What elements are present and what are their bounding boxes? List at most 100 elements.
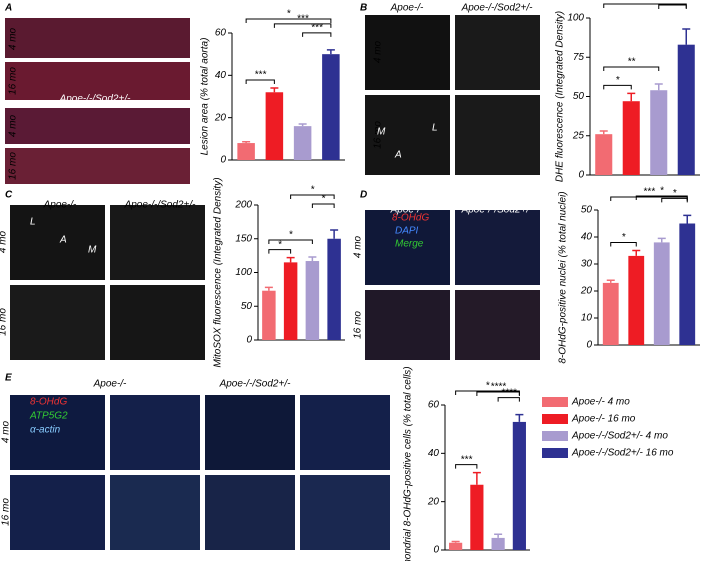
- significance-bracket: [658, 4, 687, 9]
- significance-bracket: [476, 391, 520, 396]
- micrograph: [10, 475, 105, 550]
- legend-swatch: [542, 431, 568, 441]
- bar: [602, 282, 619, 345]
- significance-label: *: [310, 185, 315, 196]
- image-label: Merge: [395, 239, 424, 250]
- y-axis-label: 8-OHdG-positive nuclei (% total nuclei): [558, 191, 569, 363]
- error-bar: [242, 141, 251, 144]
- panel-letter: E: [5, 373, 12, 384]
- error-bar: [627, 92, 636, 102]
- image-label: 16 mo: [1, 498, 12, 526]
- significance-label: ***: [311, 23, 324, 34]
- error-bar: [632, 249, 641, 256]
- error-bar: [599, 130, 608, 135]
- y-tick-label: 40: [581, 232, 593, 243]
- micrograph: [365, 15, 450, 90]
- micrograph: [455, 210, 540, 285]
- image-label: 4 mo: [1, 420, 12, 443]
- bar: [237, 143, 255, 160]
- micrograph: [110, 285, 205, 360]
- significance-label: **: [669, 0, 678, 6]
- error-bar: [654, 83, 663, 91]
- significance-label: **: [627, 57, 636, 68]
- error-bar: [682, 28, 691, 45]
- image-label: Apoe-/-: [390, 3, 424, 14]
- legend-swatch: [542, 448, 568, 458]
- significance-bracket: [245, 79, 275, 85]
- legend-label: Apoe-/- 16 mo: [571, 414, 636, 425]
- image-label: 8-OHdG: [392, 213, 429, 224]
- significance-label: *: [486, 381, 491, 392]
- significance-label: *: [289, 230, 294, 241]
- y-tick-label: 0: [586, 340, 592, 351]
- image-label: 16 mo: [0, 308, 9, 336]
- significance-bracket: [302, 32, 332, 37]
- image-label: Apoe-/-: [43, 200, 77, 211]
- bar: [449, 542, 463, 550]
- significance-bracket: [603, 66, 660, 71]
- bar: [283, 262, 298, 340]
- significance-label: ****: [501, 387, 518, 398]
- bar: [265, 92, 284, 160]
- y-tick-label: 10: [581, 313, 593, 324]
- y-tick-label: 150: [235, 233, 252, 244]
- significance-label: ***: [643, 187, 656, 198]
- y-tick-label: 0: [578, 170, 584, 181]
- image-label: 4 mo: [8, 27, 19, 50]
- image-label: Apoe-/-/Sod2+/-: [124, 200, 197, 211]
- image-label: 16 mo: [8, 67, 19, 95]
- bar: [512, 421, 526, 550]
- y-axis-label: MitoSOX fluorescence (Integrated Density…: [213, 177, 224, 367]
- significance-bracket: [311, 203, 335, 208]
- error-bar: [515, 413, 524, 422]
- micrograph: [110, 205, 205, 280]
- image-label: A: [394, 150, 402, 161]
- significance-bracket: [268, 239, 313, 244]
- significance-bracket: [603, 84, 632, 90]
- image-label: 4 mo: [373, 40, 384, 63]
- micrograph: [5, 148, 190, 184]
- image-label: Apoe-/-/Sod2+/-: [219, 379, 292, 390]
- significance-label: *: [278, 239, 283, 250]
- image-label: 16 mo: [373, 121, 384, 149]
- micrograph: [205, 395, 295, 470]
- micrograph: [365, 95, 450, 175]
- y-tick-label: 60: [428, 400, 440, 411]
- micrograph: [365, 210, 450, 285]
- micrograph: [365, 290, 450, 360]
- significance-label: ***: [460, 454, 473, 465]
- error-bar: [298, 123, 307, 127]
- significance-label: ****: [490, 382, 507, 393]
- bar: [293, 126, 312, 160]
- image-label: 16 mo: [353, 311, 364, 339]
- y-tick-label: 100: [235, 267, 252, 278]
- y-tick-label: 20: [427, 496, 440, 507]
- significance-label: *: [287, 9, 292, 20]
- significance-label: ***: [639, 0, 652, 5]
- significance-label: ***: [254, 70, 267, 81]
- image-label: A: [59, 235, 67, 246]
- micrograph: [5, 108, 190, 144]
- image-label: 8-OHdG: [30, 397, 67, 408]
- image-label: Apoe-/-/Sod2+/-: [461, 205, 534, 216]
- y-tick-label: 100: [567, 13, 584, 24]
- image-label: 4 mo: [0, 230, 9, 253]
- micrograph: [5, 62, 190, 100]
- y-tick-label: 40: [215, 70, 227, 81]
- y-tick-label: 40: [428, 448, 440, 459]
- micrograph: [110, 475, 200, 550]
- error-bar: [264, 286, 273, 291]
- y-tick-label: 50: [573, 91, 585, 102]
- significance-bracket: [610, 242, 637, 247]
- significance-label: *: [660, 186, 665, 197]
- micrograph: [455, 290, 540, 360]
- y-tick-label: 50: [241, 301, 253, 312]
- y-tick-label: 75: [573, 52, 585, 63]
- bar: [327, 238, 341, 340]
- bar: [305, 261, 320, 340]
- bar: [650, 90, 668, 175]
- micrograph: [300, 395, 390, 470]
- image-label: Apoe-/-: [390, 205, 424, 216]
- significance-bracket: [290, 194, 335, 199]
